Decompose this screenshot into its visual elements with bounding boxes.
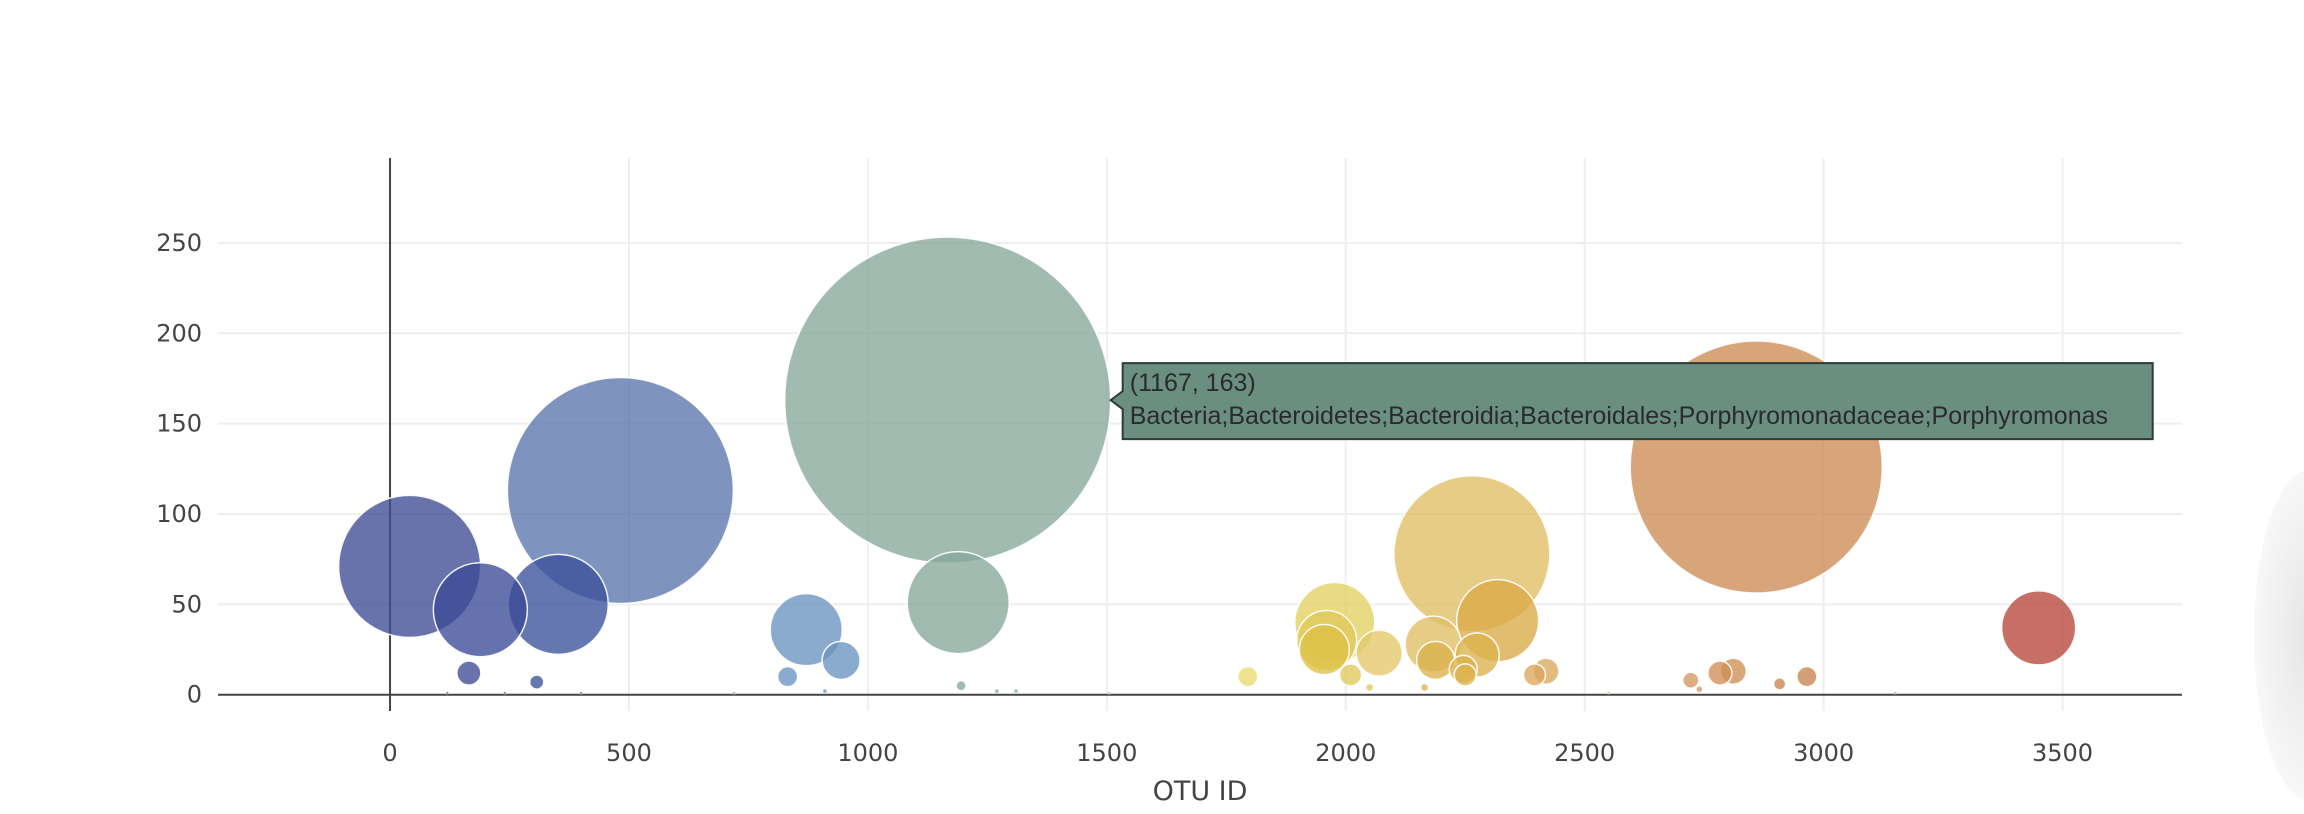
bubble-marker[interactable] xyxy=(1522,663,1547,687)
bubble-marker[interactable] xyxy=(432,562,529,658)
bubble-marker[interactable] xyxy=(1796,665,1818,688)
x-tick-label: 1000 xyxy=(837,739,898,767)
bubble-marker[interactable] xyxy=(1606,690,1611,695)
x-tick-label: 0 xyxy=(382,739,397,767)
bubble-marker[interactable] xyxy=(1107,690,1112,695)
tick-labels: 0 500 1000 1500 2000 2500 3000 3500 0 50 100 150 200… xyxy=(156,229,2093,767)
bubble-marker[interactable] xyxy=(1682,671,1700,690)
bubble-marker[interactable] xyxy=(769,592,843,667)
x-tick-label: 3500 xyxy=(2032,739,2093,767)
bubble-marker[interactable] xyxy=(1772,677,1787,691)
bubble-marker[interactable] xyxy=(579,690,584,695)
y-tick-label: 0 xyxy=(187,681,202,709)
bubble-marker[interactable] xyxy=(1415,640,1456,681)
bubble-marker[interactable] xyxy=(445,690,450,695)
bubble-marker[interactable] xyxy=(822,688,828,694)
bubble-marker[interactable] xyxy=(1707,660,1733,686)
bubble-marker[interactable] xyxy=(1298,623,1350,676)
bubble-marker[interactable] xyxy=(2000,590,2077,666)
bubble-marker[interactable] xyxy=(1237,665,1259,688)
bubble-marker[interactable] xyxy=(821,640,861,681)
bubble-marker[interactable] xyxy=(732,690,737,695)
bubble-marker[interactable] xyxy=(1419,682,1430,693)
y-tick-label: 200 xyxy=(156,319,202,347)
x-tick-label: 2500 xyxy=(1554,739,1615,767)
y-tick-label: 250 xyxy=(156,229,202,257)
x-axis-title: OTU ID xyxy=(1153,776,1248,807)
hover-otu-label: Bacteria;Bacteroidetes;Bacteroidia;Bacte… xyxy=(1130,402,2108,430)
x-tick-label: 1500 xyxy=(1076,739,1137,767)
x-tick-label: 2000 xyxy=(1315,739,1376,767)
bubble-marker[interactable] xyxy=(1695,685,1704,694)
hover-tooltip: (1167, 163) Bacteria;Bacteroidetes;Bacte… xyxy=(1109,362,2154,441)
bubble-marker[interactable] xyxy=(502,690,507,695)
bubble-marker[interactable] xyxy=(528,674,545,690)
bubble-marker[interactable] xyxy=(456,660,482,686)
bubble-marker[interactable] xyxy=(1453,663,1477,687)
hover-coordinates: (1167, 163) xyxy=(1130,369,1256,397)
bubble-marker[interactable] xyxy=(783,236,1112,564)
y-tick-label: 150 xyxy=(156,410,202,438)
bubble-marker[interactable] xyxy=(1355,629,1403,677)
x-tick-label: 3000 xyxy=(1793,739,1854,767)
bubble-marker[interactable] xyxy=(906,550,1010,655)
bubble-marker[interactable] xyxy=(955,679,967,692)
bubble-marker[interactable] xyxy=(1364,682,1375,693)
hover-tooltip-box xyxy=(1109,362,2154,441)
bubble-series[interactable] xyxy=(337,236,2077,695)
bubble-marker[interactable] xyxy=(1893,690,1898,695)
bubble-marker[interactable] xyxy=(994,688,1000,694)
y-tick-label: 50 xyxy=(171,590,202,618)
y-tick-label: 100 xyxy=(156,500,202,528)
x-tick-label: 500 xyxy=(606,739,652,767)
bubble-marker[interactable] xyxy=(506,376,735,605)
bubble-marker[interactable] xyxy=(1338,663,1363,687)
bubble-marker[interactable] xyxy=(776,665,799,688)
bubble-marker[interactable] xyxy=(1013,688,1019,694)
